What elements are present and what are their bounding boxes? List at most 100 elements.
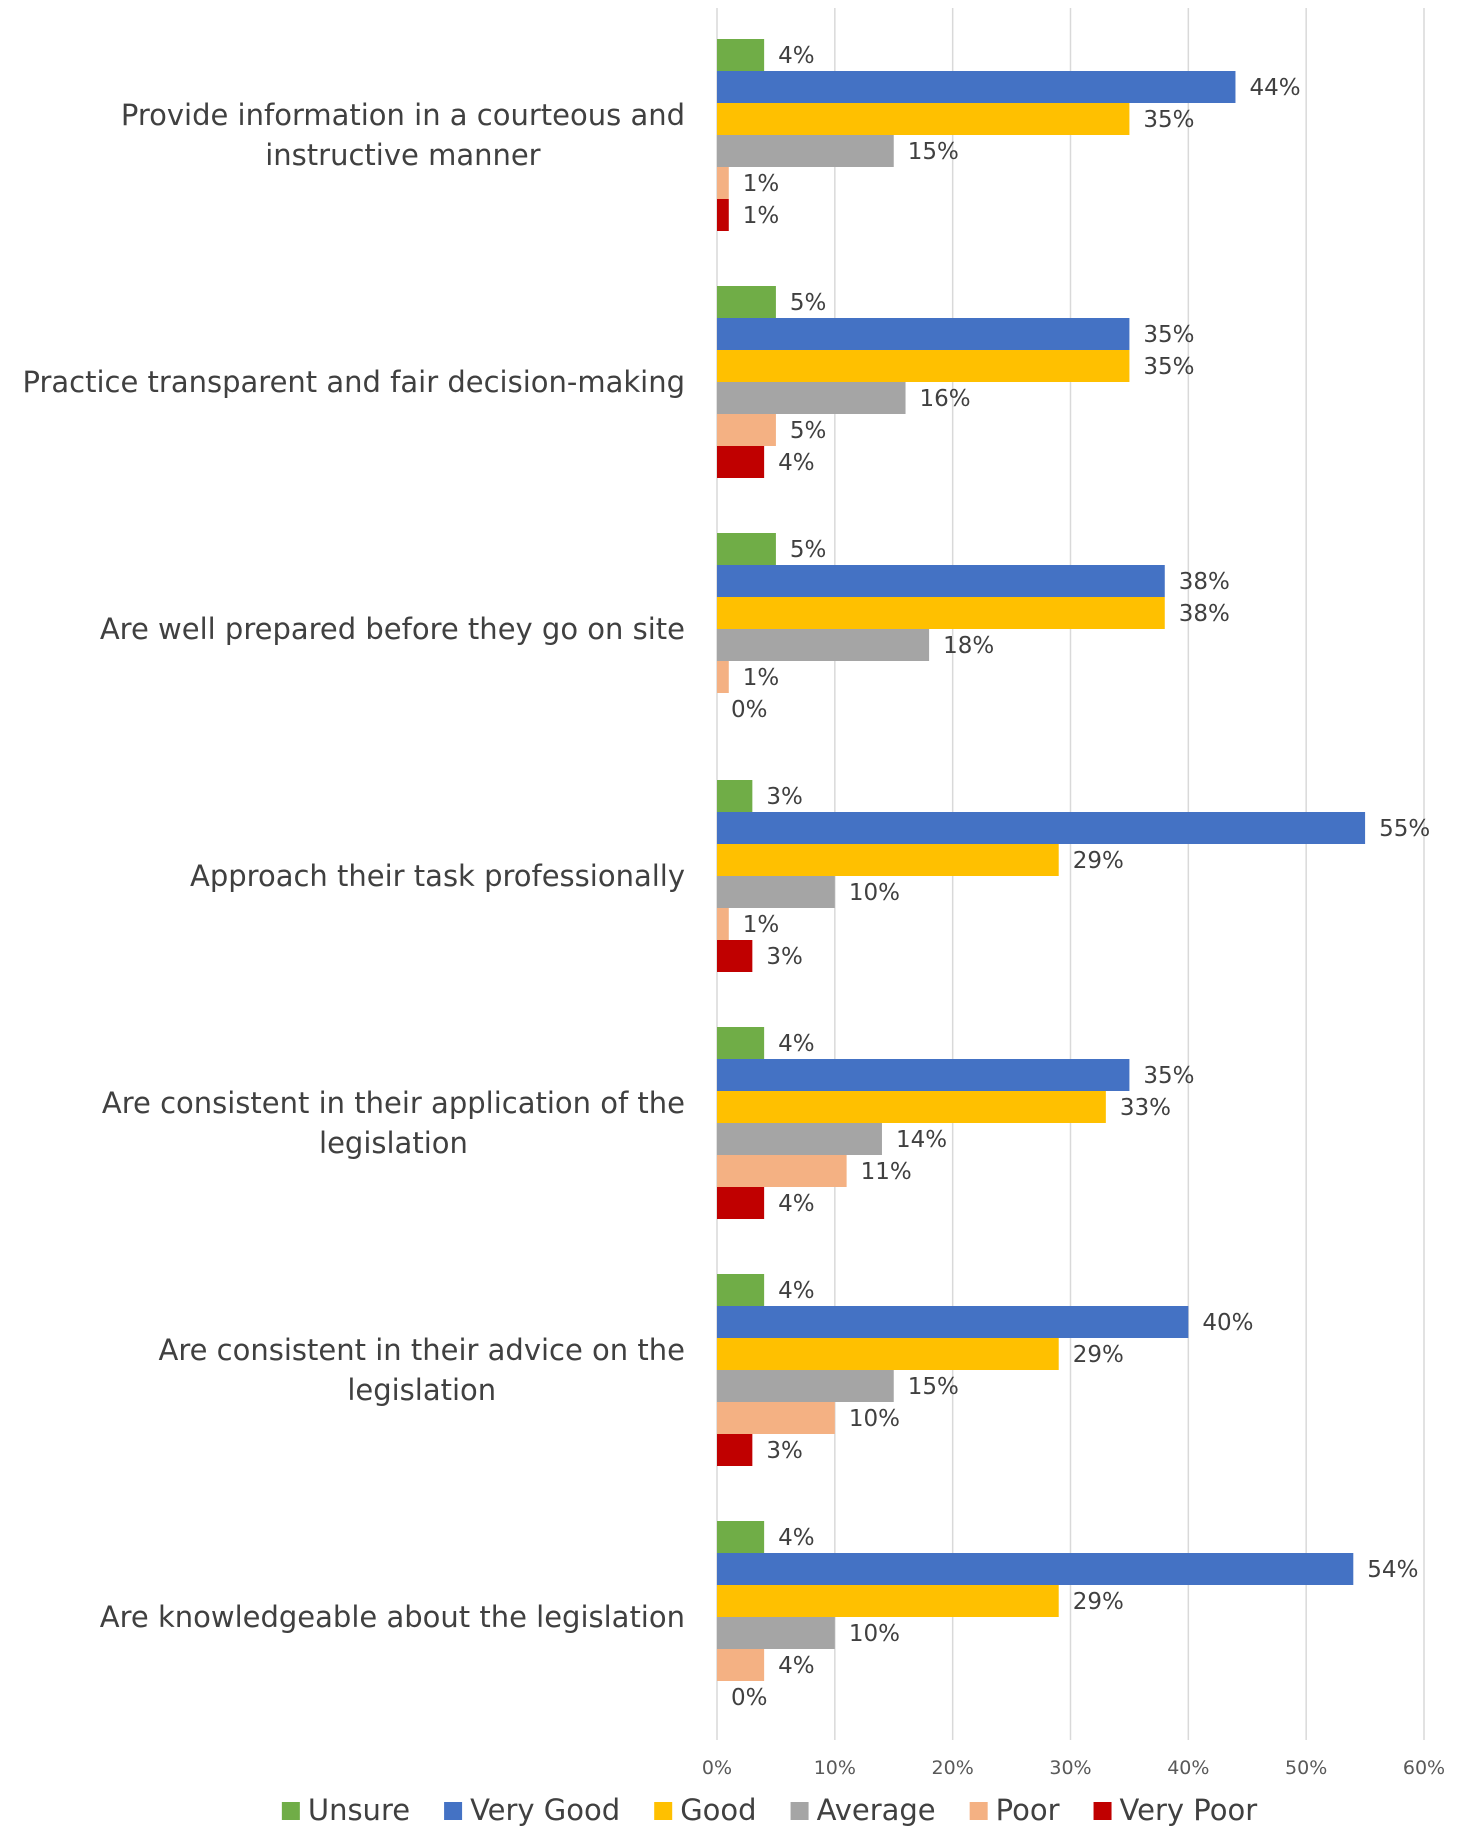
bar-value-label: 14% <box>896 1127 947 1153</box>
bar <box>717 844 1059 876</box>
bar-value-label: 11% <box>861 1159 912 1185</box>
legend-swatch <box>444 1802 463 1820</box>
category-label: Approach their task professionally <box>190 859 685 893</box>
bar <box>717 1274 765 1306</box>
bar <box>717 661 729 693</box>
bar-value-label: 4% <box>778 450 815 476</box>
legend-swatch <box>790 1802 809 1820</box>
legend-label: Poor <box>996 1793 1060 1827</box>
bar <box>717 1123 882 1155</box>
bar <box>717 1585 1059 1617</box>
bar <box>717 1553 1354 1585</box>
bar-value-label: 0% <box>731 1685 768 1711</box>
x-tick-label: 0% <box>702 1757 732 1779</box>
bar-value-label: 33% <box>1120 1095 1171 1121</box>
bar <box>717 812 1366 844</box>
bar-value-label: 5% <box>790 537 827 563</box>
bars <box>717 39 1366 1681</box>
category-labels: Provide information in a courteous and in… <box>23 98 686 1634</box>
bar-value-label: 29% <box>1073 1342 1124 1368</box>
bar-value-label: 1% <box>743 912 780 938</box>
bar <box>717 1027 765 1059</box>
bar <box>717 908 729 940</box>
bar <box>717 629 930 661</box>
bar <box>717 1617 835 1649</box>
bar-value-label: 10% <box>849 880 900 906</box>
bar <box>717 71 1236 103</box>
bar-value-label: 15% <box>908 139 959 165</box>
bar-value-label: 4% <box>778 1191 815 1217</box>
bar-value-label: 3% <box>766 1438 803 1464</box>
bar <box>717 780 753 812</box>
x-tick-label: 60% <box>1403 1757 1445 1779</box>
x-axis-ticks: 0% 10% 20% 30% 40% 50% 60% <box>702 1757 1445 1779</box>
bar <box>717 1306 1189 1338</box>
category-label: Are consistent in their advice on the leg… <box>159 1333 686 1407</box>
bar <box>717 1370 894 1402</box>
bar <box>717 876 835 908</box>
bar <box>717 350 1130 382</box>
bar-value-label: 0% <box>731 697 768 723</box>
legend-label: Very Poor <box>1120 1793 1258 1827</box>
bar-value-label: 29% <box>1073 848 1124 874</box>
x-tick-label: 50% <box>1285 1757 1327 1779</box>
bar-value-label: 5% <box>790 290 827 316</box>
bar-value-label: 1% <box>743 665 780 691</box>
bar <box>717 1059 1130 1091</box>
bar-value-label: 55% <box>1379 816 1430 842</box>
bar-value-label: 15% <box>908 1374 959 1400</box>
x-tick-label: 40% <box>1167 1757 1209 1779</box>
bar <box>717 199 729 231</box>
bar <box>717 1338 1059 1370</box>
bar-value-label: 3% <box>766 944 803 970</box>
bar <box>717 940 753 972</box>
bar <box>717 1402 835 1434</box>
bar <box>717 1649 765 1681</box>
bar-value-label: 3% <box>766 784 803 810</box>
bar <box>717 1091 1106 1123</box>
legend-label: Unsure <box>308 1793 410 1827</box>
bar-value-label: 16% <box>920 386 971 412</box>
bar <box>717 597 1165 629</box>
bar-value-label: 35% <box>1143 322 1194 348</box>
bar <box>717 135 894 167</box>
bar-value-label: 4% <box>778 1525 815 1551</box>
legend-label: Good <box>680 1793 756 1827</box>
category-label: Are well prepared before they go on site <box>100 612 685 646</box>
category-label: Are knowledgeable about the legislation <box>100 1600 685 1634</box>
bar-value-label: 18% <box>943 633 994 659</box>
bar <box>717 533 776 565</box>
bar-value-label: 54% <box>1367 1557 1418 1583</box>
bar-value-label: 40% <box>1202 1310 1253 1336</box>
bar <box>717 1521 765 1553</box>
category-label: Provide information in a courteous and in… <box>121 98 685 172</box>
legend-swatch <box>654 1802 673 1820</box>
bar-value-label: 10% <box>849 1406 900 1432</box>
bar <box>717 565 1165 597</box>
bar-value-label: 4% <box>778 1653 815 1679</box>
legend: Unsure Very Good Good Average Poor Very Poor <box>281 1793 1258 1827</box>
x-tick-label: 10% <box>814 1757 856 1779</box>
bar-value-label: 5% <box>790 418 827 444</box>
bar <box>717 318 1130 350</box>
bar <box>717 167 729 199</box>
bar <box>717 1434 753 1466</box>
bar-value-label: 4% <box>778 1031 815 1057</box>
bar <box>717 1155 847 1187</box>
bar-value-label: 4% <box>778 43 815 69</box>
bar-value-label: 35% <box>1143 1063 1194 1089</box>
bar-value-label: 38% <box>1179 569 1230 595</box>
legend-swatch <box>969 1802 988 1820</box>
category-label: Are consistent in their application of t… <box>102 1086 685 1160</box>
bar-value-label: 10% <box>849 1621 900 1647</box>
bar <box>717 382 906 414</box>
category-label: Practice transparent and fair decision-m… <box>23 365 686 399</box>
bar <box>717 414 776 446</box>
legend-label: Average <box>817 1793 936 1827</box>
bar <box>717 446 765 478</box>
bar <box>717 286 776 318</box>
bar-value-label: 44% <box>1249 75 1300 101</box>
data-labels: 4% 44% 35% 15% 1% 1% 5% 35% 35% 16% 5% 4% 5% 38% 38% 18… <box>731 43 1430 1711</box>
legend-swatch <box>1093 1802 1112 1820</box>
